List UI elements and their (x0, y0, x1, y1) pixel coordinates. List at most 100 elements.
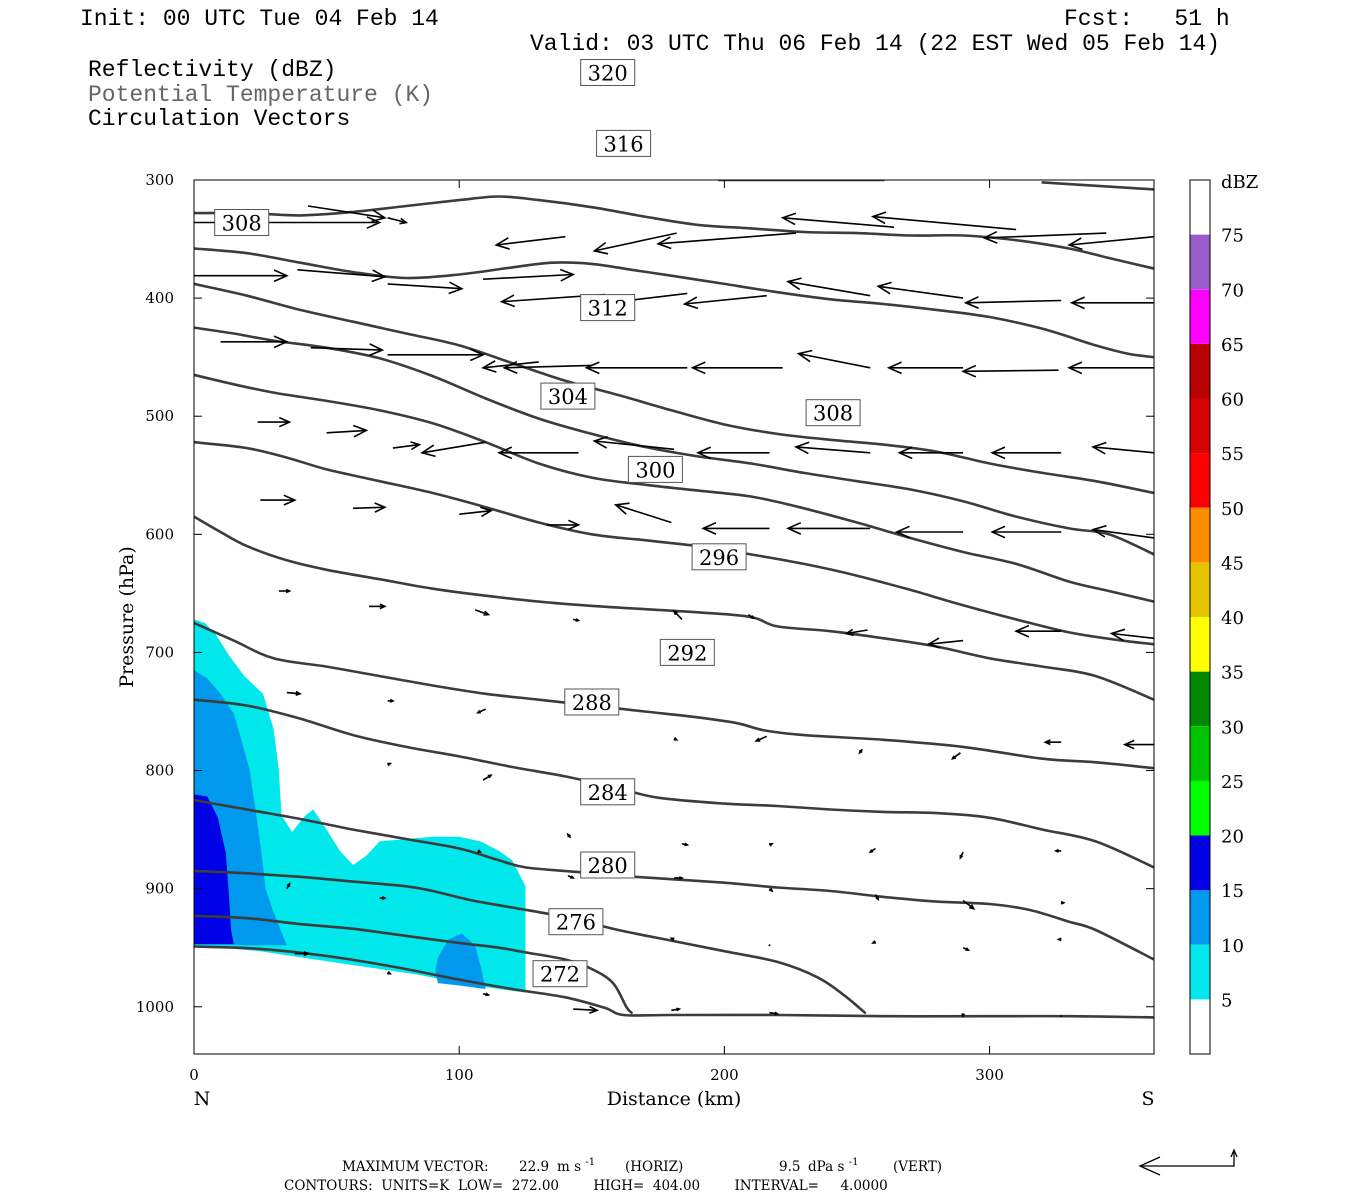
circulation-vector (566, 832, 572, 839)
theta-contour-280-2 (194, 869, 867, 1014)
y-axis-label: Pressure (hPa) (116, 546, 138, 688)
field-reflectivity: Reflectivity (dBZ) (88, 57, 337, 83)
circulation-vector (1067, 361, 1154, 375)
contours-info: CONTOURS: UNITS=K LOW= 272.00 HIGH= 404.… (284, 1178, 888, 1194)
circulation-vector (858, 748, 863, 755)
circulation-vector (387, 281, 464, 295)
y-tick-label: 300 (145, 171, 174, 189)
theta-contour-284-3 (194, 798, 1154, 961)
horiz-tag: (HORIZ) (625, 1159, 683, 1175)
contour-label-288: 288 (572, 691, 612, 715)
circulation-vector (482, 774, 493, 781)
circulation-vector (592, 232, 677, 255)
contour-label-296: 296 (699, 546, 739, 570)
circulation-vector (1056, 937, 1062, 942)
vert-units: dPa s (808, 1159, 844, 1175)
circulation-vector (502, 360, 592, 374)
circulation-vector (1109, 628, 1154, 642)
contour-label-280: 280 (588, 854, 628, 878)
colorbar-level-label: 10 (1221, 936, 1244, 957)
circulation-vector (701, 521, 770, 535)
colorbar-unit: dBZ (1221, 172, 1258, 193)
colorbar-segment (1190, 180, 1210, 235)
colorbar-segment (1190, 890, 1210, 945)
contour-label-box (540, 382, 596, 410)
circulation-vector (769, 842, 774, 847)
reflectivity-region-2 (435, 933, 486, 989)
colorbar-level-label: 70 (1221, 280, 1244, 301)
colorbar-segment (1190, 999, 1210, 1054)
contour-label-box (214, 209, 270, 236)
theta-contour-288-4 (194, 698, 1154, 869)
circulation-vector (567, 874, 576, 879)
colorbar-segment (1190, 562, 1210, 617)
contour-label-276: 276 (556, 911, 596, 935)
circulation-vector (674, 876, 685, 880)
circulation-vector (769, 1011, 780, 1016)
circulation-vector (220, 335, 289, 349)
circulation-vector (584, 361, 688, 375)
y-tick-label: 1000 (136, 998, 174, 1016)
contour-label-292: 292 (667, 641, 707, 665)
circulation-vector (613, 502, 672, 524)
circulation-vector (257, 416, 292, 428)
circulation-vector (950, 752, 961, 760)
contour-label-box (580, 851, 636, 879)
circulation-vector (1067, 235, 1154, 251)
circulation-vector (990, 525, 1062, 539)
colorbar-segment (1190, 780, 1210, 836)
circulation-vector (768, 944, 771, 947)
theta-contour-304-8 (194, 373, 1154, 603)
contour-label-box (564, 688, 620, 716)
y-tick-label: 400 (145, 289, 174, 307)
circulation-vector (286, 882, 291, 889)
contour-label-box (659, 638, 715, 666)
max-horiz-value: 22.9 (519, 1159, 549, 1175)
circulation-vector (573, 1005, 600, 1015)
circulation-vector (926, 637, 964, 649)
colorbar-level-label: 5 (1221, 990, 1232, 1011)
colorbar-segment (1190, 617, 1210, 672)
circulation-vector (1043, 739, 1062, 746)
circulation-vector (794, 441, 871, 455)
circulation-vector (387, 762, 393, 767)
circulation-vector (695, 446, 770, 460)
colorbar-segment (1190, 398, 1210, 454)
circulation-vector (961, 364, 1059, 378)
contour-label-304: 304 (548, 385, 588, 409)
x-tick-label: 300 (975, 1066, 1004, 1084)
circulation-vector (573, 618, 581, 622)
circulation-vector (310, 343, 385, 357)
contour-label-box (596, 129, 652, 157)
circulation-vector (962, 899, 976, 910)
x-tick-label: 0 (189, 1066, 199, 1084)
theta-contour-312-11 (194, 282, 1154, 495)
max-vert-value: 9.5 (779, 1159, 800, 1175)
circulation-vector (871, 940, 876, 944)
circulation-vector (894, 525, 964, 539)
circulation-vector (1053, 848, 1062, 853)
theta-contour-272-0 (194, 945, 1154, 1019)
circulation-vector (387, 970, 393, 975)
circulation-vector (494, 235, 566, 250)
circulation-vector (1060, 1015, 1063, 1018)
circulation-vector (307, 205, 387, 223)
circulation-vector (786, 521, 871, 535)
circulation-vector (477, 849, 483, 853)
theta-contour-320-13 (194, 195, 1154, 270)
circulation-vector (982, 230, 1107, 244)
colorbar-segment (1190, 453, 1210, 508)
circulation-vector (897, 446, 964, 460)
footer-max-vector: MAXIMUM VECTOR: 22.9 m s -1 (HORIZ) 9.5 … (284, 1157, 942, 1194)
circulation-vector (959, 851, 964, 860)
colorbar-frame (1189, 179, 1211, 1055)
contour-label-316: 316 (604, 132, 644, 156)
theta-contour-308-9 (194, 326, 1154, 556)
vert-exponent: -1 (849, 1157, 859, 1168)
contour-label-box (532, 960, 588, 988)
reference-vector (1138, 1148, 1238, 1176)
circulation-vector (1091, 524, 1154, 539)
colorbar-level-label: 20 (1221, 827, 1244, 848)
circulation-vector (768, 887, 774, 893)
